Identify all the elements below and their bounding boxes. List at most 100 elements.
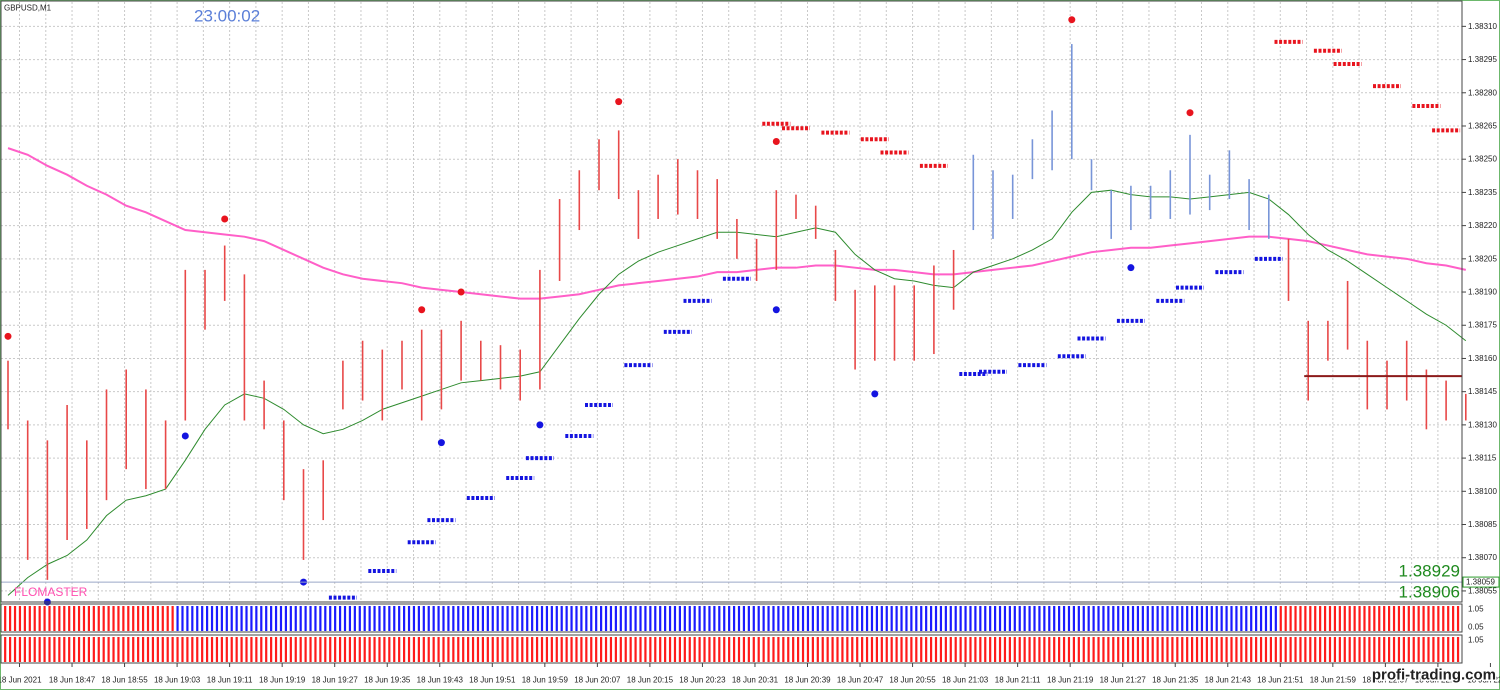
pane-stripe — [146, 606, 150, 631]
pane-stripe — [18, 606, 22, 631]
pane-stripe — [1319, 606, 1322, 631]
pane-stripe — [141, 606, 145, 631]
pane-stripe — [925, 637, 928, 662]
pane-stripe — [1230, 606, 1233, 631]
pane-stripe — [1200, 606, 1204, 631]
pane-stripe — [1146, 606, 1149, 631]
pane-stripe — [304, 606, 307, 631]
pane-stripe — [63, 637, 66, 662]
x-tick-label: 18 Jun 20:07 — [574, 676, 621, 685]
pane-stripe — [550, 637, 553, 662]
pane-stripe — [1338, 606, 1341, 631]
pane-stripe — [33, 637, 36, 662]
pane-stripe — [393, 606, 396, 631]
pane-stripe — [289, 606, 292, 631]
sell-dots — [615, 98, 623, 106]
pane-stripe — [1304, 606, 1307, 631]
pane-stripe — [329, 637, 332, 662]
pane-stripe — [1279, 606, 1282, 631]
pane-stripe — [875, 606, 878, 631]
pane-stripe — [1087, 637, 1090, 662]
pane-stripe — [964, 606, 967, 631]
pane-stripe — [452, 606, 455, 631]
pane-stripe — [314, 606, 317, 631]
pane-stripe — [1053, 606, 1056, 631]
current-price-box — [1462, 576, 1500, 588]
pane-stripe — [1383, 637, 1386, 662]
pane-stripe — [1427, 606, 1430, 631]
pane-stripe — [53, 637, 56, 662]
pane-stripe — [1392, 637, 1396, 662]
pane-stripe — [1195, 606, 1199, 631]
pane-stripe — [545, 637, 549, 662]
pane-stripe — [462, 637, 465, 662]
pane-stripe — [1092, 606, 1095, 631]
pane-stripe — [82, 606, 86, 631]
pane-stripe — [48, 606, 51, 631]
pane-stripe — [1023, 606, 1026, 631]
pane-stripe — [481, 606, 484, 631]
pane-stripe — [742, 606, 746, 631]
pane-stripe — [782, 606, 785, 631]
pane-stripe — [9, 606, 12, 631]
pane-stripe — [191, 606, 194, 631]
pane-stripe — [132, 637, 135, 662]
pane-stripe — [619, 637, 622, 662]
pane-stripe — [378, 637, 381, 662]
pane-stripe — [1333, 606, 1337, 631]
pane-stripe — [723, 606, 726, 631]
pane-stripe — [33, 606, 36, 631]
pane-stripe — [38, 637, 41, 662]
pane-stripe — [1141, 606, 1144, 631]
pane-stripe — [491, 637, 494, 662]
pane-stripe — [782, 637, 785, 662]
pane-stripe — [1304, 637, 1307, 662]
pane-stripe — [752, 637, 755, 662]
pane-stripe — [1456, 637, 1460, 662]
pane-stripe — [1402, 606, 1405, 631]
pane-stripe — [585, 637, 588, 662]
pane-stripe — [811, 637, 814, 662]
pane-stripe — [954, 606, 957, 631]
pane-stripe — [476, 637, 480, 662]
pane-stripe — [9, 637, 12, 662]
pane-stripe — [575, 637, 578, 662]
pane-stripe — [531, 606, 534, 631]
pane-stripe — [683, 606, 686, 631]
pane-stripe — [1072, 606, 1075, 631]
pane-stripe — [1038, 637, 1041, 662]
pane-stripe — [373, 637, 376, 662]
pane-stripe — [1255, 606, 1258, 631]
pane-stripe — [1028, 606, 1031, 631]
pane-stripe — [442, 637, 445, 662]
pane-stripe — [1136, 637, 1140, 662]
pane-stripe — [683, 637, 686, 662]
pane-stripe — [1176, 606, 1179, 631]
pane-stripe — [407, 637, 411, 662]
pane-stripe — [462, 606, 465, 631]
pane-stripe — [1422, 637, 1425, 662]
pane-stripe — [1388, 606, 1391, 631]
pane-stripe — [1191, 637, 1194, 662]
pane-stripe — [1338, 637, 1341, 662]
pane-stripe — [23, 606, 26, 631]
pane-stripe — [1309, 606, 1312, 631]
pane-stripe — [1353, 637, 1356, 662]
pane-stripe — [496, 637, 499, 662]
pane-stripe — [457, 637, 460, 662]
pane-stripe — [132, 606, 135, 631]
pane-stripe — [777, 606, 780, 631]
pane-stripe — [718, 606, 721, 631]
y-tick-label: 1.38280 — [1468, 88, 1497, 97]
pane-stripe — [713, 637, 716, 662]
pane-stripe — [1250, 637, 1253, 662]
pane-stripe — [1166, 637, 1169, 662]
pane-stripe — [1082, 637, 1085, 662]
pane-stripe — [1062, 637, 1066, 662]
pane-stripe — [1151, 606, 1154, 631]
pane-stripe — [890, 606, 893, 631]
pane-stripe — [698, 637, 701, 662]
pane-stripe — [240, 606, 243, 631]
pane-stripe — [1186, 637, 1189, 662]
pane-stripe — [43, 606, 46, 631]
